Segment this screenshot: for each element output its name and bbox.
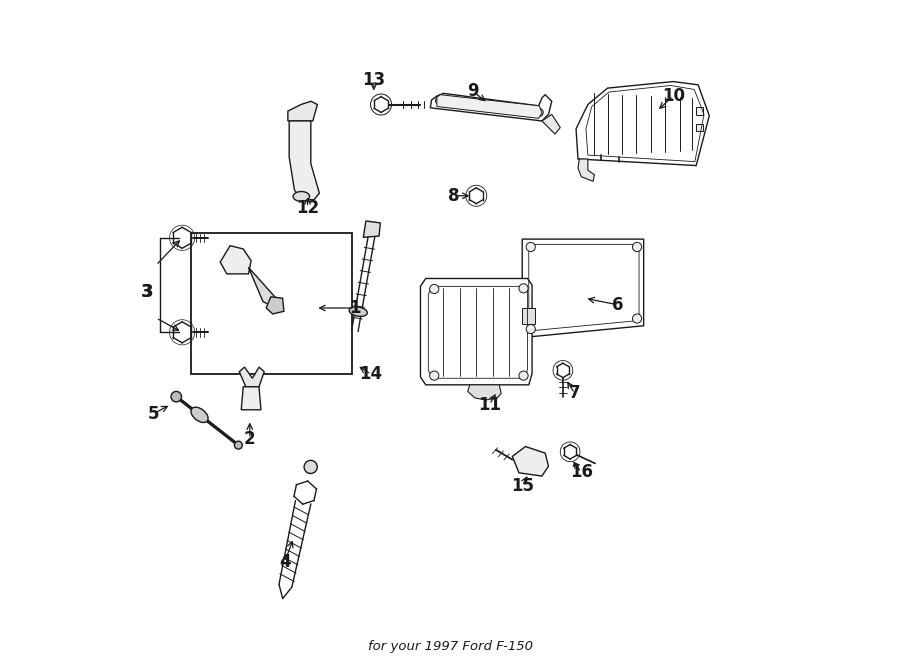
Polygon shape [578, 159, 594, 181]
Text: 9: 9 [467, 82, 479, 101]
Polygon shape [364, 221, 381, 238]
Polygon shape [420, 279, 532, 385]
Polygon shape [288, 101, 318, 121]
Text: 3: 3 [141, 283, 152, 301]
Circle shape [304, 460, 317, 473]
Circle shape [429, 285, 439, 293]
Text: 4: 4 [279, 553, 291, 571]
Text: 10: 10 [662, 87, 685, 105]
Circle shape [536, 109, 544, 117]
Circle shape [526, 242, 536, 252]
Ellipse shape [293, 191, 310, 201]
Polygon shape [522, 308, 536, 324]
Polygon shape [220, 246, 251, 274]
Polygon shape [436, 95, 542, 118]
Bar [696, 107, 704, 115]
Text: 12: 12 [296, 199, 320, 216]
Text: 15: 15 [510, 477, 534, 495]
Text: 11: 11 [478, 395, 501, 414]
Circle shape [234, 441, 242, 449]
Polygon shape [522, 239, 644, 338]
Circle shape [633, 314, 642, 323]
Text: for your 1997 Ford F-150: for your 1997 Ford F-150 [367, 639, 533, 653]
Circle shape [436, 97, 444, 105]
Polygon shape [241, 387, 261, 410]
Polygon shape [289, 121, 320, 200]
Ellipse shape [191, 407, 208, 422]
Polygon shape [430, 93, 552, 121]
Circle shape [519, 371, 528, 380]
Polygon shape [468, 385, 501, 400]
Circle shape [633, 242, 642, 252]
Text: 16: 16 [570, 463, 593, 481]
Text: 7: 7 [569, 385, 580, 402]
Circle shape [519, 284, 528, 293]
Circle shape [171, 391, 182, 402]
Circle shape [429, 371, 439, 380]
Polygon shape [576, 81, 709, 166]
Polygon shape [248, 267, 276, 308]
Text: 1: 1 [349, 299, 361, 317]
Text: 2: 2 [244, 430, 256, 448]
Bar [191, 232, 352, 373]
Text: 3: 3 [142, 283, 154, 301]
Circle shape [526, 324, 536, 334]
Polygon shape [512, 447, 548, 476]
Text: 13: 13 [363, 71, 385, 89]
Text: 14: 14 [360, 365, 382, 383]
Bar [696, 124, 704, 132]
Text: 8: 8 [448, 187, 460, 205]
Ellipse shape [349, 307, 367, 316]
Text: 6: 6 [612, 296, 623, 314]
Polygon shape [239, 367, 265, 387]
Polygon shape [542, 115, 561, 134]
Polygon shape [266, 297, 284, 314]
Text: 5: 5 [148, 404, 159, 423]
